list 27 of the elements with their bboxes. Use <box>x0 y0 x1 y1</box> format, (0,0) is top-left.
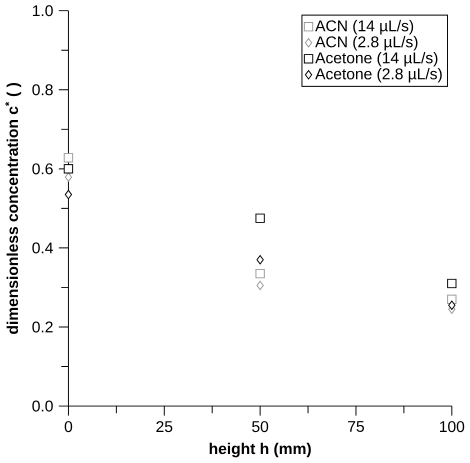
legend-label: ACN (14 µL/s) <box>315 20 414 35</box>
x-tick-label: 75 <box>348 421 364 432</box>
point <box>256 281 264 290</box>
y-tick-label: 0.8 <box>32 84 53 96</box>
point <box>255 269 265 279</box>
x-axis-title: height h (mm) <box>210 442 311 458</box>
legend-label: ACN (2.8 µL/s) <box>315 36 418 51</box>
legend-label: Acetone (2.8 µL/s) <box>315 68 442 83</box>
x-tick-label: 0 <box>64 421 72 432</box>
point <box>256 255 264 265</box>
x-tick-label: 50 <box>252 421 268 432</box>
y-tick-label: 0.2 <box>32 322 53 333</box>
legend-label: Acetone (14 µL/s) <box>315 52 438 67</box>
point <box>64 153 74 163</box>
point <box>447 279 456 288</box>
point <box>64 172 72 182</box>
point <box>448 300 456 310</box>
y-tick-label: 0.6 <box>32 164 53 175</box>
y-tick-label: 0.4 <box>32 242 53 254</box>
x-tick-label: 100 <box>440 421 464 432</box>
point <box>64 164 74 174</box>
point <box>255 214 265 224</box>
text: dimensionless concentration c$^{*}$ ( ) <box>5 83 22 334</box>
y-tick-label: 0.0 <box>32 400 53 412</box>
point <box>64 190 72 200</box>
y-tick-label: 1.0 <box>32 5 53 16</box>
x-tick-label: 25 <box>156 421 172 432</box>
